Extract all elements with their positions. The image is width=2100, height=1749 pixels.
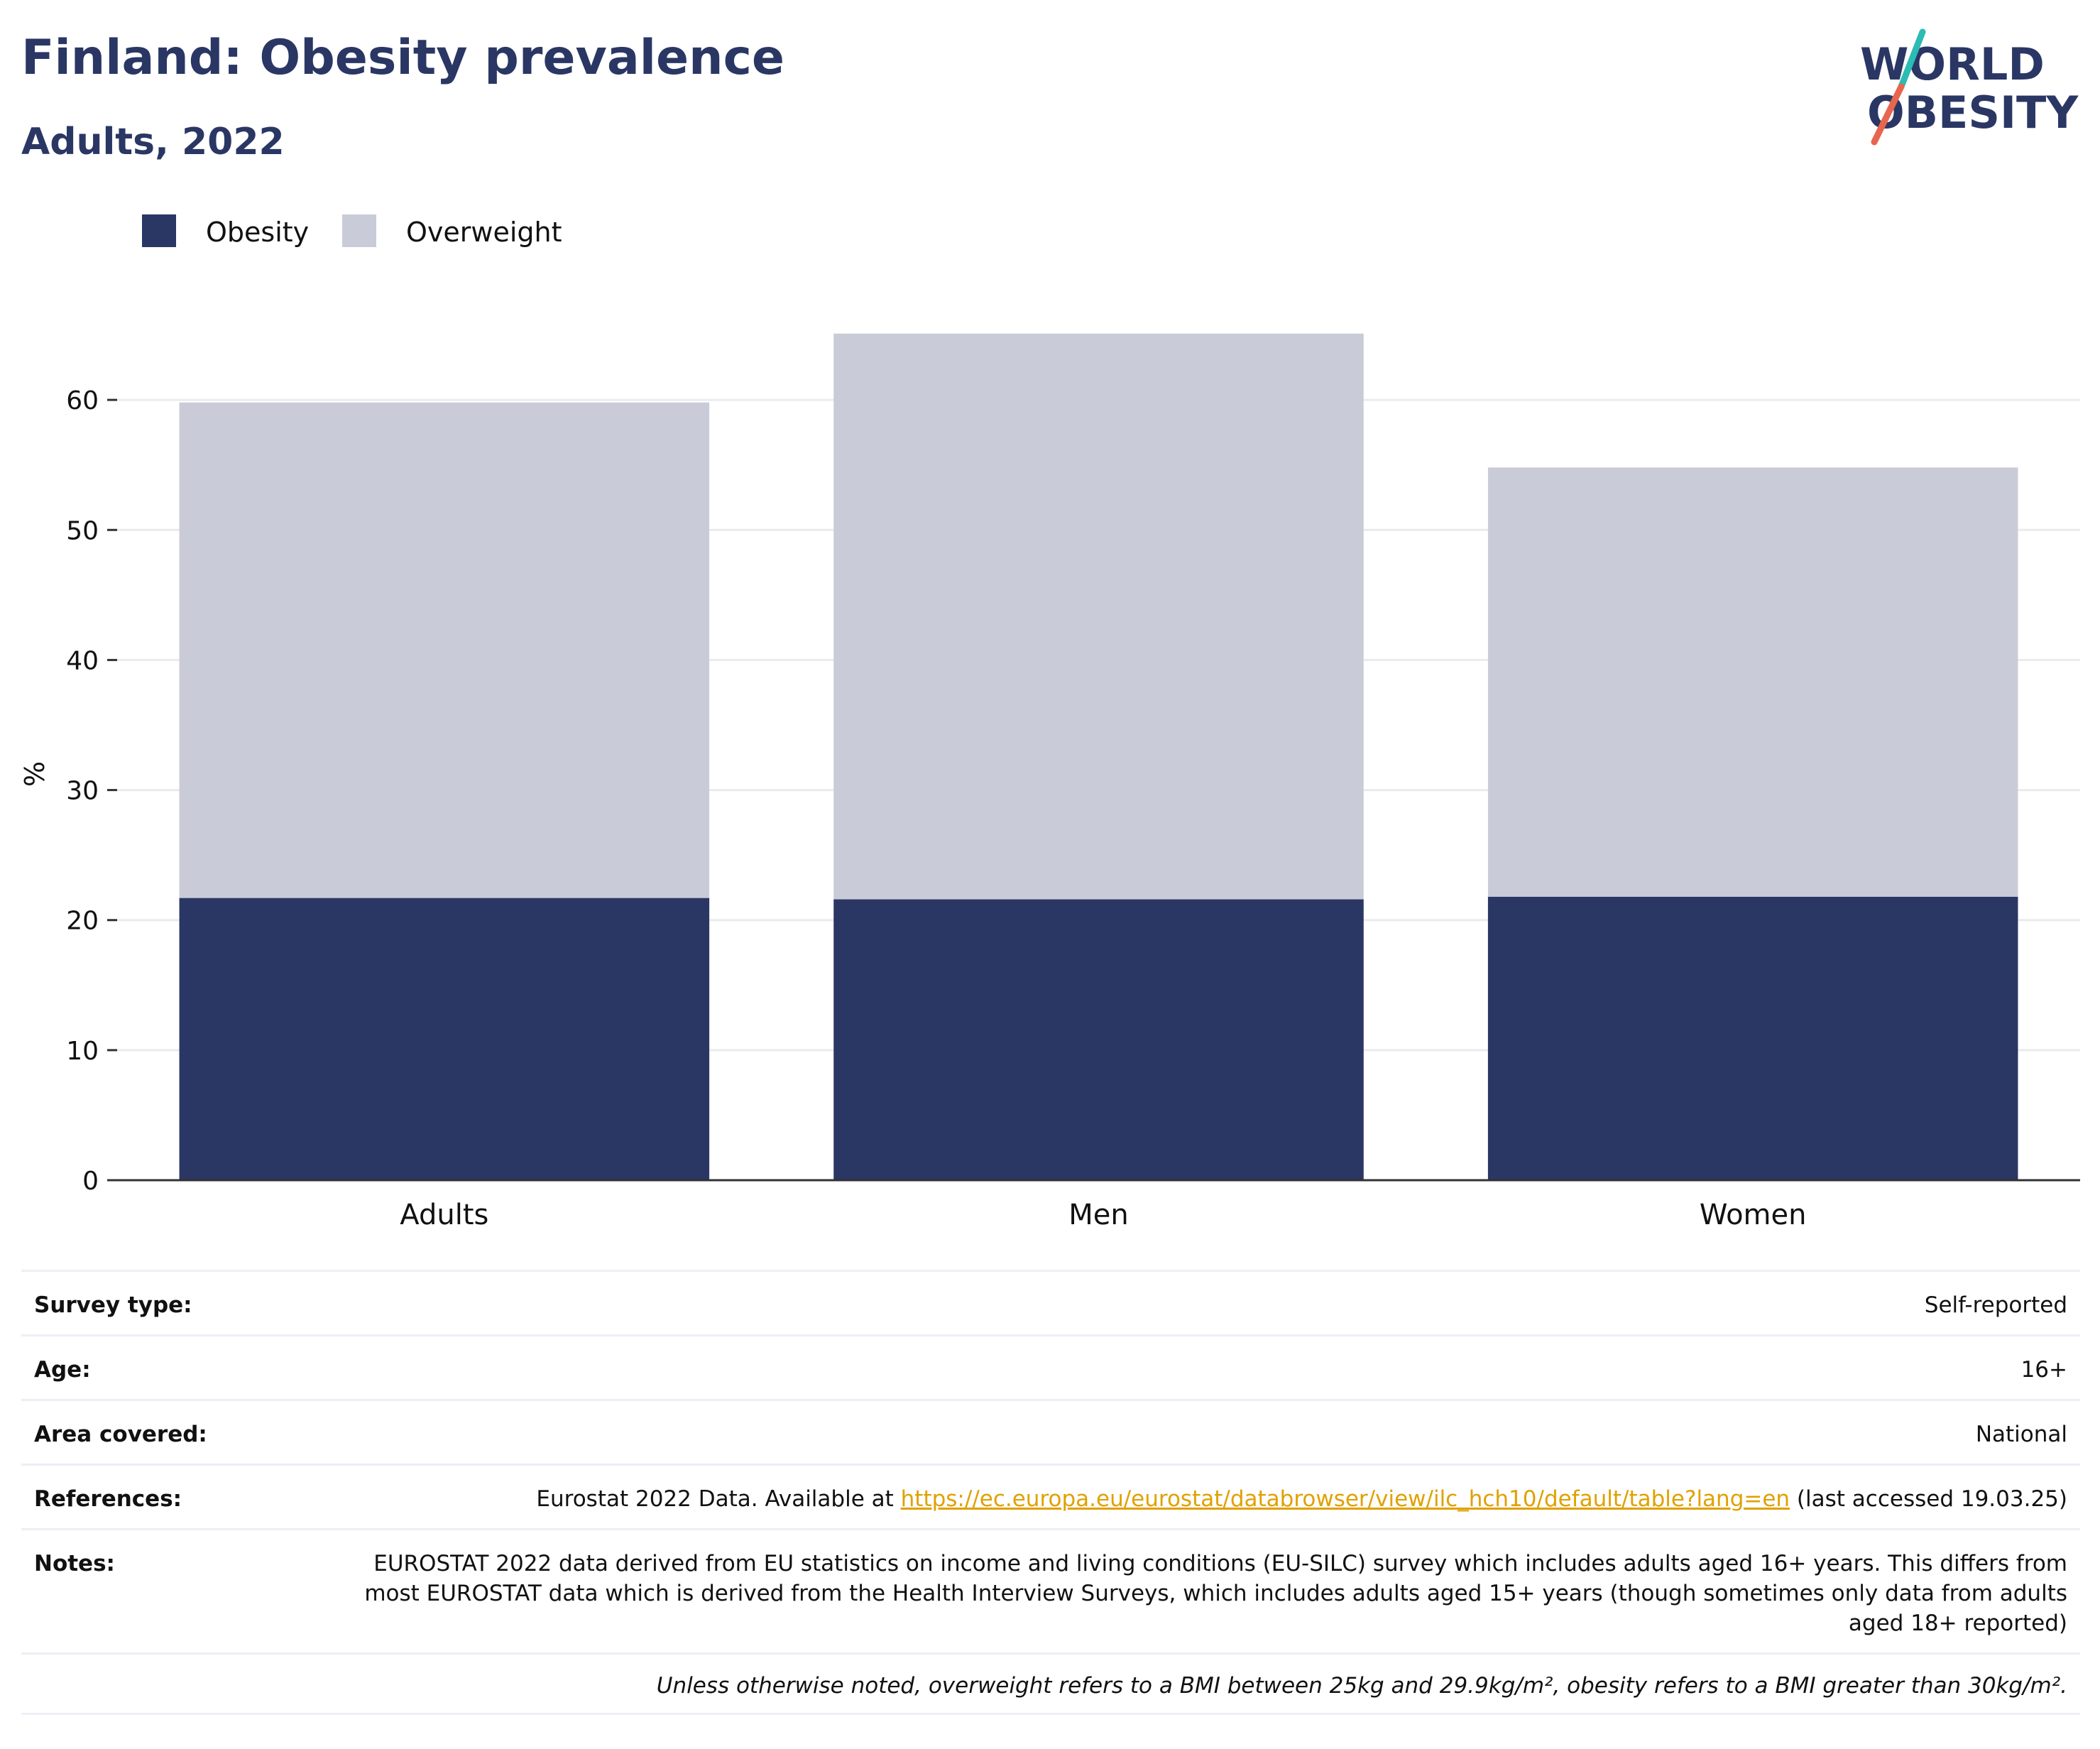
logo-slash-bottom — [1871, 83, 1905, 146]
references-prefix: Eurostat 2022 Data. Available at — [536, 1486, 901, 1512]
y-tick-label: 0 — [82, 1167, 99, 1196]
references-key: References: — [34, 1486, 182, 1512]
logo-text-world: WORLD — [1860, 38, 2045, 90]
info-row: Area covered: National — [21, 1401, 2080, 1466]
y-tick-label: 50 — [66, 516, 99, 545]
x-tick-label: Men — [1068, 1199, 1128, 1231]
survey-info-table: Survey type: Self-reported Age: 16+ Area cov… — [21, 1270, 2080, 1715]
info-row-value: Self-reported — [1924, 1292, 2067, 1318]
references-link[interactable]: https://ec.europa.eu/eurostat/databrowse… — [900, 1486, 1790, 1512]
bar-men-overweight — [833, 333, 1364, 900]
bar-adults-overweight — [179, 402, 710, 898]
bar-men-obesity — [833, 899, 1364, 1180]
info-row-value: 16+ — [2020, 1357, 2067, 1383]
logo-text-obesity: OBESITY — [1867, 87, 2079, 138]
x-tick-label: Women — [1700, 1199, 1807, 1231]
y-tick-label: 20 — [66, 907, 99, 936]
info-row-value: National — [1975, 1422, 2067, 1447]
y-tick-label: 30 — [66, 777, 99, 806]
references-suffix: (last accessed 19.03.25) — [1790, 1486, 2067, 1512]
y-tick-label: 60 — [66, 386, 99, 415]
legend-label-overweight: Overweight — [406, 217, 562, 248]
world-obesity-logo: WORLD OBESITY — [1860, 28, 2079, 146]
references-row: References: Eurostat 2022 Data. Availabl… — [21, 1466, 2080, 1530]
legend-swatch-obesity — [142, 214, 176, 247]
bmi-footnote: Unless otherwise noted, overweight refer… — [21, 1655, 2080, 1715]
bar-adults-obesity — [179, 898, 710, 1180]
chart-title: Finland: Obesity prevalence — [21, 30, 785, 86]
chart-bars — [179, 333, 2018, 1180]
info-row: Survey type: Self-reported — [21, 1270, 2080, 1336]
notes-value: EUROSTAT 2022 data derived from EU stati… — [364, 1551, 2067, 1636]
notes-key: Notes: — [34, 1551, 115, 1576]
y-axis-label: % — [19, 761, 50, 787]
info-row: Age: 16+ — [21, 1336, 2080, 1401]
bar-women-overweight — [1487, 467, 2018, 897]
references-value: Eurostat 2022 Data. Available at https:/… — [346, 1484, 2067, 1514]
info-row-key: Survey type: — [34, 1292, 192, 1318]
y-tick-label: 10 — [66, 1037, 99, 1066]
chart-legend: Obesity Overweight — [142, 214, 562, 248]
bar-women-obesity — [1487, 896, 2018, 1180]
chart-subtitle: Adults, 2022 — [21, 121, 285, 163]
info-row-key: Area covered: — [34, 1422, 207, 1447]
logo-slash-top — [1898, 28, 1926, 90]
notes-row: Notes: EUROSTAT 2022 data derived from E… — [21, 1530, 2080, 1655]
y-tick-label: 40 — [66, 646, 99, 675]
x-tick-label: Adults — [400, 1199, 488, 1231]
legend-label-obesity: Obesity — [206, 217, 309, 248]
legend-swatch-overweight — [342, 214, 376, 247]
bar-chart: Obesity Overweight 0 10 20 30 40 50 60 Adults Me… — [19, 214, 2080, 1231]
y-axis: 0 10 20 30 40 50 60 — [66, 386, 117, 1196]
info-row-key: Age: — [34, 1357, 91, 1383]
x-axis: Adults Men Women — [117, 1179, 2080, 1231]
